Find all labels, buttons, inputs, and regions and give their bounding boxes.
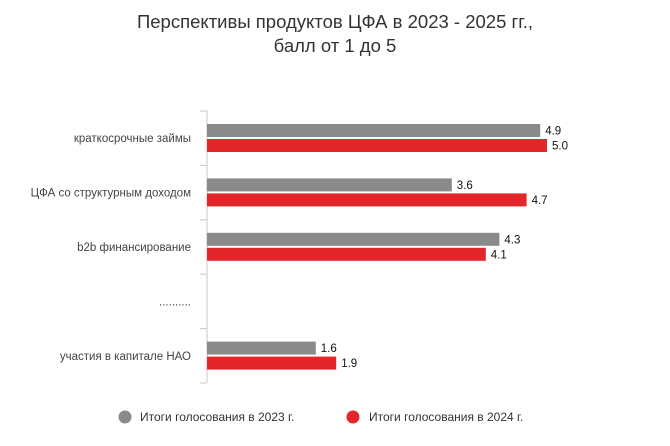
data-label: 1.9 [341,358,357,370]
bar-2023 [207,232,500,246]
category-label: .......... [159,296,191,308]
category-label: ЦФА со структурным доходом [31,188,192,200]
data-label: 4.3 [504,234,520,246]
chart-subtitle: балл от 1 до 5 [274,35,397,56]
category-label: участия в капитале НАО [60,351,191,363]
bar-2024 [207,356,337,370]
axis-layer [200,110,208,384]
bar-2023 [207,341,316,355]
legend-label: Итоги голосования в 2023 г. [140,410,294,424]
bar-2023 [207,124,541,137]
bar-2023 [207,178,452,192]
legend-label: Итоги голосования в 2024 г. [369,410,523,424]
bar-2024 [207,247,486,261]
legend: Итоги голосования в 2023 г. Итоги голосов… [118,410,523,424]
bar-2024 [207,193,527,207]
legend-marker [346,410,360,424]
data-label: 3.6 [457,180,473,192]
data-label: 5.0 [552,141,568,153]
category-labels: краткосрочные займы ЦФА со структурным до… [31,133,192,363]
data-label: 4.7 [532,195,548,207]
data-label: 1.6 [321,343,337,355]
chart-title: Перспективы продуктов ЦФА в 2023 - 2025 … [137,11,533,32]
bar-2024 [207,139,547,152]
category-label: b2b финансирование [77,242,191,254]
data-label: 4.9 [545,126,561,138]
legend-marker [118,410,132,424]
bars-layer: 4.9 3.6 4.3 1.6 5.0 4.7 4.1 1.9 [207,124,568,370]
category-label: краткосрочные займы [74,133,191,145]
data-label: 4.1 [491,249,507,261]
